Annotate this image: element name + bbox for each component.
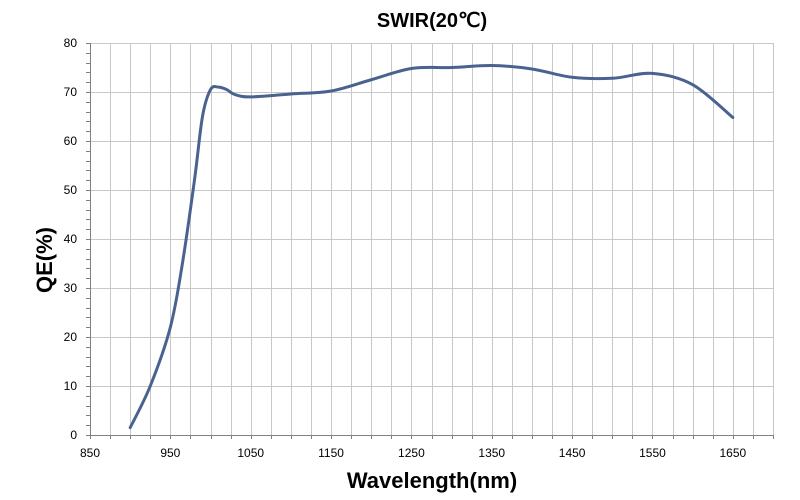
y-axis-title: QE(%) — [32, 227, 57, 293]
x-tick-label: 950 — [160, 446, 180, 460]
y-tick-label: 30 — [64, 281, 78, 295]
y-tick-label: 70 — [64, 85, 78, 99]
y-tick-label: 60 — [64, 134, 78, 148]
y-tick-label: 0 — [70, 428, 77, 442]
chart-title: SWIR(20℃) — [377, 10, 487, 32]
x-tick-label: 1650 — [719, 446, 746, 460]
x-tick-label: 1250 — [398, 446, 425, 460]
y-tick-label: 20 — [64, 330, 78, 344]
qe-series-line — [128, 64, 735, 430]
x-tick-label: 1050 — [237, 446, 264, 460]
y-tick-label: 50 — [64, 183, 78, 197]
x-tick-labels: 850 950 1050 1150 1250 1350 1450 1550 1650 — [80, 446, 747, 460]
x-tick-label: 1350 — [478, 446, 505, 460]
y-tick-label: 80 — [64, 36, 78, 50]
x-tick-label: 1150 — [318, 446, 344, 460]
x-axis-title: Wavelength(nm) — [347, 468, 517, 493]
x-tick-label: 850 — [80, 446, 100, 460]
x-tick-label: 1450 — [559, 446, 586, 460]
axes — [86, 43, 774, 439]
y-tick-label: 40 — [64, 232, 78, 246]
x-tick-label: 1550 — [639, 446, 666, 460]
y-tick-labels: 0 10 20 30 40 50 60 70 80 — [64, 36, 78, 442]
y-tick-label: 10 — [64, 379, 78, 393]
